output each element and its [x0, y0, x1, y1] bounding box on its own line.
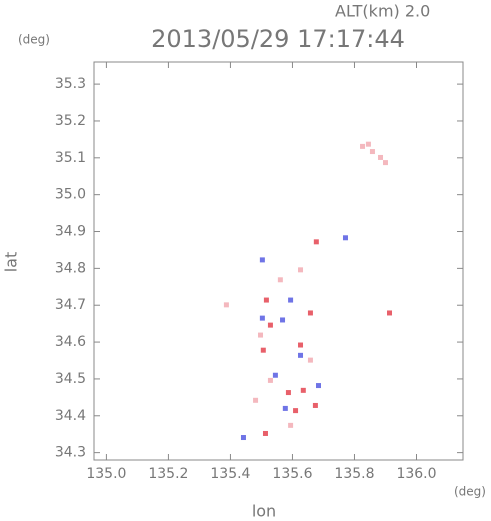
- data-point: [342, 235, 348, 241]
- y-axis-label: lat: [2, 252, 21, 273]
- data-point: [282, 405, 288, 411]
- data-point: [387, 310, 393, 316]
- x-tick-label: 136.0: [396, 466, 436, 482]
- x-tick-label: 135.4: [210, 466, 250, 482]
- plot-frame: [93, 61, 464, 461]
- data-point: [293, 408, 299, 414]
- x-tick-label: 135.6: [272, 466, 312, 482]
- y-tick-label: 35.0: [55, 187, 86, 203]
- y-tick-label: 35.1: [55, 150, 86, 166]
- data-point: [300, 387, 306, 393]
- data-point: [298, 352, 304, 358]
- x-tick-label: 135.2: [148, 466, 188, 482]
- data-point: [258, 332, 264, 338]
- subtitle: ALT(km) 2.0: [335, 2, 430, 21]
- data-point: [259, 315, 265, 321]
- data-point: [280, 317, 286, 323]
- data-point: [298, 342, 304, 348]
- data-point: [312, 402, 318, 408]
- y-tick-label: 35.2: [55, 113, 86, 129]
- data-point: [307, 357, 313, 363]
- y-tick-label: 34.3: [55, 445, 86, 461]
- data-point: [307, 310, 313, 316]
- data-point: [240, 435, 246, 441]
- data-point: [267, 377, 273, 383]
- data-point: [288, 297, 294, 303]
- data-point: [378, 154, 384, 160]
- y-unit: (deg): [18, 33, 50, 47]
- data-point: [277, 277, 283, 283]
- data-point: [288, 422, 294, 428]
- data-point: [285, 390, 291, 396]
- data-point: [260, 347, 266, 353]
- y-tick-label: 34.4: [55, 408, 86, 424]
- y-tick-label: 34.5: [55, 371, 86, 387]
- data-point: [298, 267, 304, 273]
- data-point: [259, 257, 265, 263]
- data-point: [223, 302, 229, 308]
- chart-title: 2013/05/29 17:17:44: [151, 25, 405, 53]
- y-tick-label: 34.9: [55, 224, 86, 240]
- data-point: [369, 149, 375, 155]
- data-point: [365, 141, 371, 147]
- y-tick-label: 34.7: [55, 297, 86, 313]
- data-point: [272, 372, 278, 378]
- x-unit: (deg): [454, 485, 486, 499]
- x-tick-label: 135.0: [86, 466, 126, 482]
- data-point: [263, 297, 269, 303]
- data-point: [253, 397, 259, 403]
- data-point: [382, 160, 388, 166]
- data-point: [316, 383, 322, 389]
- x-axis-label: lon: [252, 502, 276, 521]
- data-point: [262, 430, 268, 436]
- y-tick-label: 35.3: [55, 76, 86, 92]
- data-point: [360, 143, 366, 149]
- y-tick-label: 34.8: [55, 260, 86, 276]
- data-point: [267, 322, 273, 328]
- x-tick-label: 135.8: [334, 466, 374, 482]
- data-point: [313, 239, 319, 245]
- y-tick-label: 34.6: [55, 334, 86, 350]
